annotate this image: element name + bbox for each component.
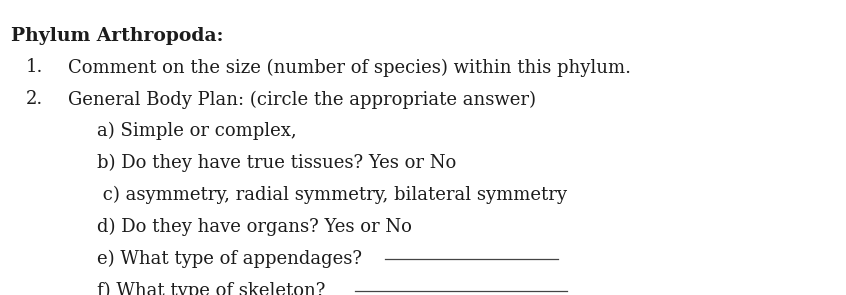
Text: e) What type of appendages?: e) What type of appendages? bbox=[97, 250, 362, 268]
Text: Comment on the size (number of species) within this phylum.: Comment on the size (number of species) … bbox=[68, 58, 630, 77]
Text: d) Do they have organs? Yes or No: d) Do they have organs? Yes or No bbox=[97, 218, 412, 236]
Text: Phylum Arthropoda:: Phylum Arthropoda: bbox=[11, 27, 223, 45]
Text: b) Do they have true tissues? Yes or No: b) Do they have true tissues? Yes or No bbox=[97, 154, 457, 172]
Text: 1.: 1. bbox=[25, 58, 43, 76]
Text: f) What type of skeleton?: f) What type of skeleton? bbox=[97, 281, 326, 295]
Text: a) Simple or complex,: a) Simple or complex, bbox=[97, 122, 297, 140]
Text: c) asymmetry, radial symmetry, bilateral symmetry: c) asymmetry, radial symmetry, bilateral… bbox=[97, 186, 568, 204]
Text: General Body Plan: (circle the appropriate answer): General Body Plan: (circle the appropria… bbox=[68, 90, 536, 109]
Text: 2.: 2. bbox=[25, 90, 42, 108]
